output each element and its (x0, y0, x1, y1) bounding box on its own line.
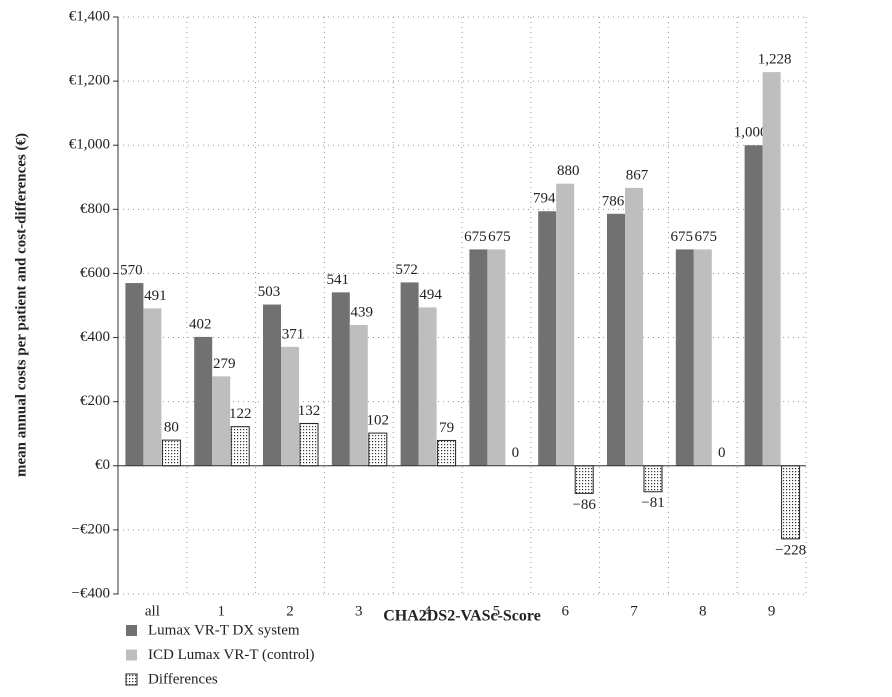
bar (487, 249, 506, 466)
bar (400, 282, 419, 466)
bar (230, 426, 250, 467)
y-axis-title: mean annual costs per patient and cost-d… (13, 133, 29, 477)
value-label: 1,228 (758, 52, 792, 68)
x-tick-label: all (145, 603, 160, 619)
bar (675, 249, 694, 466)
bar (538, 211, 557, 466)
bar (469, 249, 488, 466)
bar (143, 308, 162, 466)
value-label: −81 (641, 495, 664, 511)
value-label: 102 (367, 413, 390, 429)
y-tick-label: €1,200 (69, 73, 110, 89)
bar (607, 213, 625, 466)
value-label: 675 (695, 229, 718, 245)
bar (625, 187, 643, 466)
y-tick-label: €0 (95, 457, 110, 473)
legend-label: Differences (148, 671, 218, 687)
value-label: −228 (775, 542, 806, 558)
value-label: 867 (626, 167, 649, 183)
value-label: 572 (395, 262, 418, 278)
x-tick-label: 5 (493, 603, 501, 619)
value-label: 371 (282, 326, 305, 342)
bar (762, 72, 781, 466)
bar (281, 346, 299, 466)
value-label: 132 (298, 403, 321, 419)
value-label: 794 (533, 191, 556, 207)
x-tick-label: 1 (217, 603, 225, 619)
bar (194, 336, 213, 466)
x-tick-label: 9 (768, 603, 776, 619)
value-label: 79 (439, 420, 454, 436)
x-tick-label: 8 (699, 603, 707, 619)
bar (781, 465, 801, 540)
legend-label: Lumax VR-T DX system (148, 622, 300, 638)
legend-swatch (126, 649, 137, 661)
bar (437, 439, 457, 467)
y-tick-label: €800 (80, 201, 110, 217)
bar (418, 307, 437, 466)
bar (368, 432, 388, 467)
x-axis-title: CHA2DS2-VASc-Score (383, 608, 541, 625)
y-tick-label: €1,400 (69, 8, 110, 24)
value-label: 494 (419, 287, 442, 303)
x-tick-label: 4 (424, 603, 432, 619)
bar (349, 325, 368, 466)
value-label: 880 (557, 163, 580, 179)
bar (556, 183, 575, 466)
x-tick-label: 3 (355, 603, 363, 619)
value-label: 1,000 (734, 125, 768, 141)
value-label: 786 (602, 193, 625, 209)
value-label: −86 (572, 497, 596, 513)
legend-swatch (126, 625, 137, 636)
legend-label: ICD Lumax VR-T (control) (148, 647, 315, 663)
y-tick-label: −€400 (72, 585, 110, 601)
value-label: 675 (488, 229, 511, 245)
bar (331, 292, 350, 466)
value-label: 675 (464, 229, 487, 245)
value-label: 122 (229, 406, 252, 422)
value-label: 541 (327, 272, 350, 288)
value-label: 0 (512, 445, 520, 461)
value-label: 279 (213, 356, 236, 372)
y-tick-label: €200 (80, 393, 110, 409)
bar (574, 465, 594, 494)
x-tick-label: 7 (630, 603, 638, 619)
y-tick-label: €600 (80, 265, 110, 281)
bar (744, 145, 763, 466)
bar (125, 283, 144, 466)
value-label: 491 (144, 288, 167, 304)
x-tick-label: 2 (286, 603, 294, 619)
y-tick-label: −€200 (72, 521, 110, 537)
value-label: 402 (189, 316, 212, 332)
value-label: 0 (718, 445, 726, 461)
bar (693, 249, 712, 466)
bar (212, 376, 231, 466)
value-label: 503 (258, 284, 281, 300)
value-label: 80 (164, 420, 179, 436)
y-tick-label: €1,000 (69, 137, 110, 153)
legend-swatch (125, 673, 138, 686)
value-label: 439 (351, 304, 374, 320)
value-label: 675 (671, 229, 694, 245)
bar (299, 422, 319, 467)
bar (643, 465, 663, 493)
bar (161, 439, 181, 467)
x-tick-label: 6 (561, 603, 569, 619)
value-label: 570 (120, 262, 143, 278)
y-tick-label: €400 (80, 329, 110, 345)
bar (263, 304, 281, 466)
